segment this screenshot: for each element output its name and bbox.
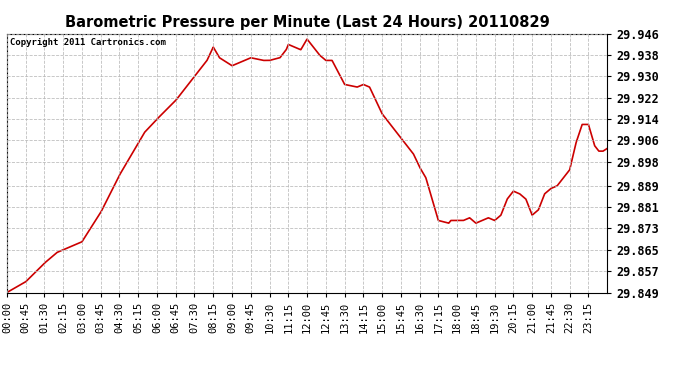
Title: Barometric Pressure per Minute (Last 24 Hours) 20110829: Barometric Pressure per Minute (Last 24 … [65,15,549,30]
Text: Copyright 2011 Cartronics.com: Copyright 2011 Cartronics.com [10,38,166,46]
